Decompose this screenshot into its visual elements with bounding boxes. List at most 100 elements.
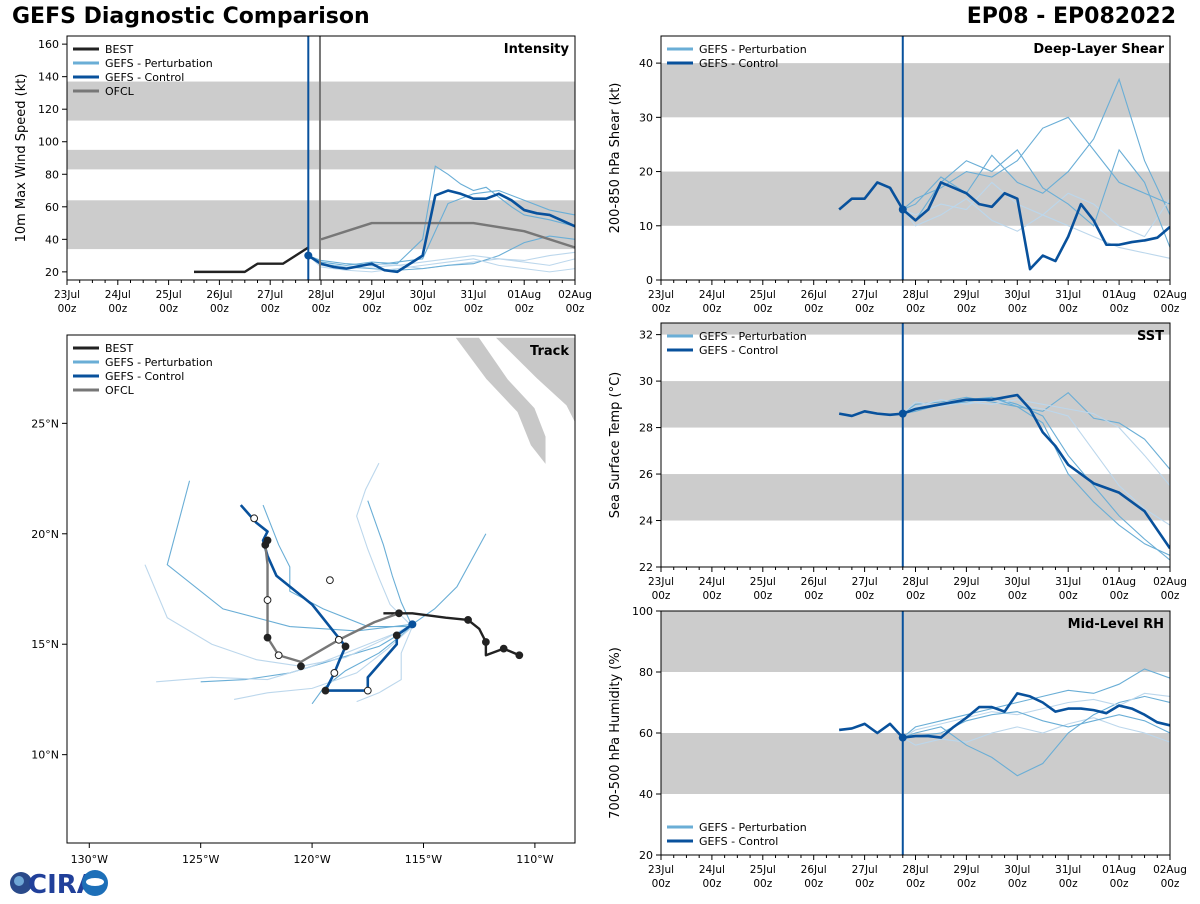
xtick-label: 31Jul: [460, 289, 486, 301]
xtick-label: 30Jul: [1004, 576, 1030, 588]
legend-label: OFCL: [105, 85, 135, 98]
track-line-ofcl: [264, 544, 400, 664]
legend-label: GEFS - Control: [699, 57, 778, 70]
track-line-perturbation: [311, 626, 413, 705]
track-frame: [66, 334, 576, 844]
init-marker: [898, 205, 907, 214]
panel-title: Track: [530, 344, 569, 359]
y-axis-label: Sea Surface Temp (°C): [608, 372, 623, 519]
track-marker: [263, 596, 272, 604]
legend-label: BEST: [105, 43, 133, 56]
ytick-label: 60: [45, 201, 59, 214]
xtick-sublabel: 00z: [566, 303, 585, 315]
xtick-sublabel: 00z: [1008, 303, 1027, 315]
xtick-label: 01Aug: [1102, 864, 1136, 876]
xtick-label: 26Jul: [206, 289, 232, 301]
series-gefs-control: [307, 189, 575, 274]
xtick-sublabel: 00z: [702, 303, 721, 315]
panel-title: Deep-Layer Shear: [1033, 42, 1164, 57]
xtick-label: 02Aug: [558, 289, 592, 301]
threshold-band: [67, 200, 575, 250]
series-perturbation: [902, 711, 1170, 739]
track-marker: [499, 644, 508, 653]
track-line-perturbation: [356, 626, 413, 703]
series-perturbation: [902, 717, 1170, 746]
threshold-band: [67, 149, 575, 170]
xtick-sublabel: 00z: [957, 590, 976, 602]
track-marker: [274, 651, 283, 660]
ytick-label: 80: [639, 666, 653, 679]
plot-area: [661, 36, 1170, 280]
xtick-label: 27Jul: [257, 289, 283, 301]
xtick-sublabel: 00z: [906, 303, 925, 315]
xtick-label: 01Aug: [1102, 289, 1136, 301]
series-perturbation: [902, 192, 1170, 238]
xtick-sublabel: 00z: [855, 590, 874, 602]
track-ytick-label: 15°N: [31, 638, 59, 651]
xtick-sublabel: 00z: [58, 303, 77, 315]
storm-id: EP08 - EP082022: [966, 4, 1176, 29]
xtick-sublabel: 00z: [652, 303, 671, 315]
xtick-label: 28Jul: [308, 289, 334, 301]
track-marker: [326, 576, 334, 585]
xtick-label: 29Jul: [953, 576, 979, 588]
ytick-label: 140: [38, 71, 59, 84]
xtick-label: 28Jul: [902, 289, 928, 301]
track-xtick-label: 115°W: [405, 853, 442, 866]
ytick-label: 30: [639, 111, 653, 124]
ytick-label: 24: [639, 515, 653, 528]
panel-title: Intensity: [504, 42, 570, 57]
xtick-sublabel: 00z: [1161, 590, 1180, 602]
xtick-sublabel: 00z: [804, 590, 823, 602]
xtick-label: 02Aug: [1153, 576, 1187, 588]
xtick-label: 25Jul: [750, 864, 776, 876]
ytick-label: 22: [639, 561, 653, 574]
xtick-sublabel: 00z: [652, 878, 671, 890]
ytick-label: 40: [45, 233, 59, 246]
xtick-sublabel: 00z: [413, 303, 432, 315]
series-gefs-control: [838, 181, 1170, 271]
ytick-label: 120: [38, 103, 59, 116]
series-perturbation: [902, 668, 1170, 738]
series-perturbation: [307, 251, 575, 268]
track-line-perturbation: [156, 626, 413, 683]
init-marker: [304, 251, 313, 260]
threshold-band: [661, 63, 1170, 118]
xtick-label: 26Jul: [801, 289, 827, 301]
track-line-perturbation: [166, 480, 413, 632]
xtick-sublabel: 00z: [753, 590, 772, 602]
panel-sst: 23Jul 00z 24Jul 00z 25Jul 00z 26Jul 00z 27Jul 00z…: [608, 322, 1187, 602]
series-ofcl: [320, 221, 575, 249]
threshold-band: [661, 474, 1170, 521]
ytick-label: 100: [632, 605, 653, 618]
xtick-label: 31Jul: [1055, 289, 1081, 301]
track-marker: [515, 651, 524, 660]
ytick-label: 160: [38, 38, 59, 51]
track-plot-area: [144, 336, 575, 705]
panel-title: Mid-Level RH: [1068, 617, 1164, 632]
legend-label: GEFS - Perturbation: [105, 356, 213, 369]
xtick-label: 01Aug: [507, 289, 541, 301]
xtick-sublabel: 00z: [652, 590, 671, 602]
xtick-sublabel: 00z: [1110, 590, 1129, 602]
track-line-perturbation: [412, 533, 487, 625]
xtick-label: 30Jul: [1004, 864, 1030, 876]
legend-label: GEFS - Perturbation: [699, 330, 807, 343]
legend-label: GEFS - Perturbation: [699, 43, 807, 56]
xtick-label: 26Jul: [801, 576, 827, 588]
xtick-sublabel: 00z: [1161, 303, 1180, 315]
xtick-label: 27Jul: [852, 576, 878, 588]
panel-frame: [660, 322, 1171, 568]
track-marker: [464, 616, 472, 624]
series-perturbation: [902, 692, 1170, 739]
track-ytick-label: 25°N: [31, 417, 59, 430]
xtick-sublabel: 00z: [1161, 878, 1180, 890]
ytick-label: 40: [639, 57, 653, 70]
xtick-sublabel: 00z: [753, 303, 772, 315]
track-marker: [297, 662, 305, 671]
track-line-gefs-control: [239, 504, 414, 692]
series-perturbation: [308, 189, 575, 266]
track-marker: [250, 514, 259, 523]
xtick-label: 23Jul: [648, 289, 674, 301]
track-line-perturbation: [356, 462, 413, 627]
